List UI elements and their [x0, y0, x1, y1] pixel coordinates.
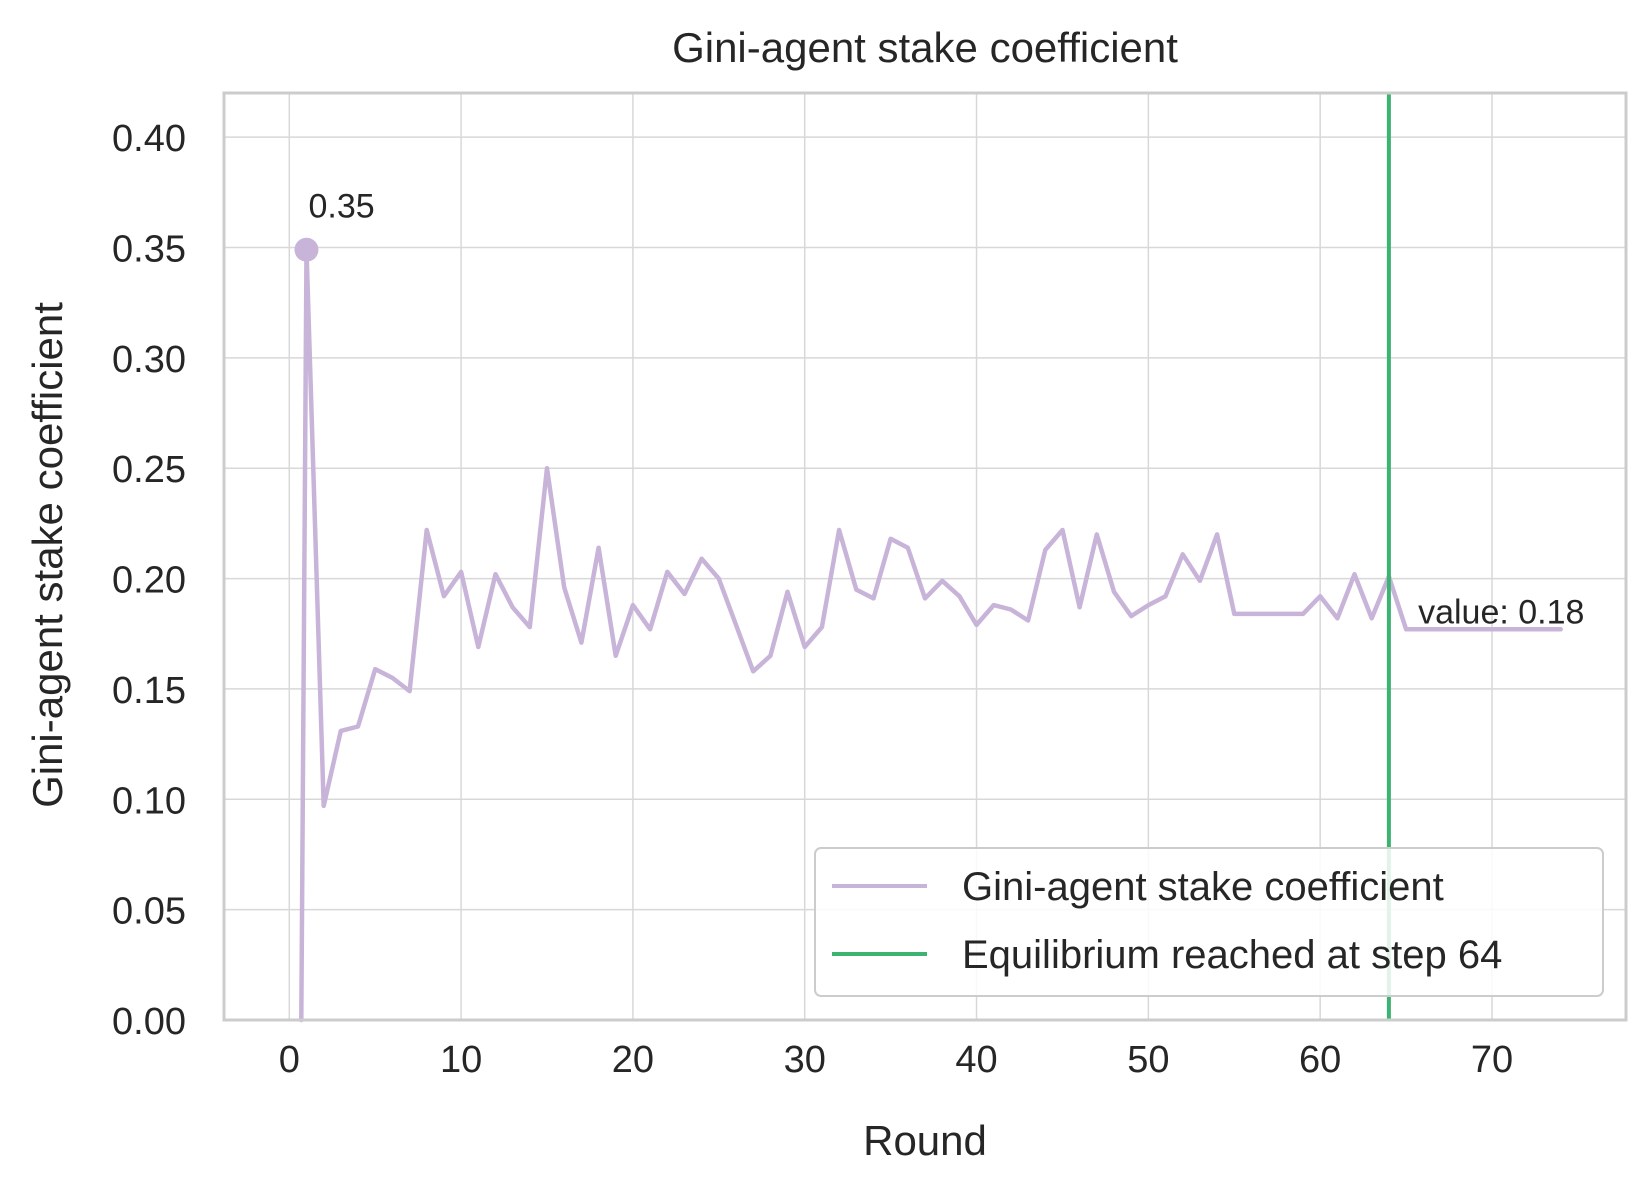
- legend: Gini-agent stake coefficient Equilibrium…: [814, 847, 1604, 997]
- y-tick-label: 0.05: [112, 891, 186, 933]
- chart-title: Gini-agent stake coefficient: [672, 24, 1178, 71]
- x-tick-label: 70: [1471, 1039, 1513, 1081]
- series-layer: [299, 247, 1563, 1023]
- grid: [224, 93, 1626, 1021]
- series-line: [299, 247, 1563, 1023]
- x-axis-label: Round: [863, 1117, 987, 1164]
- x-tick-label: 50: [1127, 1039, 1169, 1081]
- y-axis-label: Gini-agent stake coefficient: [24, 302, 71, 808]
- tick-labels: 0 10 20 30 40 50 60 70 0.00 0.05 0.10 0.15 0.20 0.25 0…: [112, 118, 1513, 1081]
- peak-annotation: 0.35: [308, 188, 374, 226]
- legend-label-series: Gini-agent stake coefficient: [962, 865, 1444, 909]
- y-tick-label: 0.20: [112, 560, 186, 602]
- final-value-annotation: value: 0.18: [1418, 594, 1584, 632]
- legend-box: [814, 847, 1604, 997]
- x-tick-label: 60: [1299, 1039, 1341, 1081]
- y-tick-label: 0.00: [112, 1001, 186, 1043]
- y-tick-label: 0.40: [112, 118, 186, 160]
- x-tick-label: 20: [612, 1039, 654, 1081]
- y-tick-label: 0.15: [112, 670, 186, 712]
- x-tick-label: 10: [440, 1039, 482, 1081]
- legend-label-equilibrium: Equilibrium reached at step 64: [962, 933, 1502, 977]
- annotation-layer: 0.35 value: 0.18: [294, 188, 1584, 632]
- peak-marker: [294, 237, 319, 262]
- plot-frame: [222, 91, 1628, 1022]
- x-tick-label: 40: [955, 1039, 997, 1081]
- y-tick-label: 0.35: [112, 229, 186, 271]
- y-tick-label: 0.30: [112, 339, 186, 381]
- x-tick-label: 0: [279, 1039, 300, 1081]
- y-tick-label: 0.10: [112, 780, 186, 822]
- x-tick-label: 30: [784, 1039, 826, 1081]
- y-tick-label: 0.25: [112, 449, 186, 491]
